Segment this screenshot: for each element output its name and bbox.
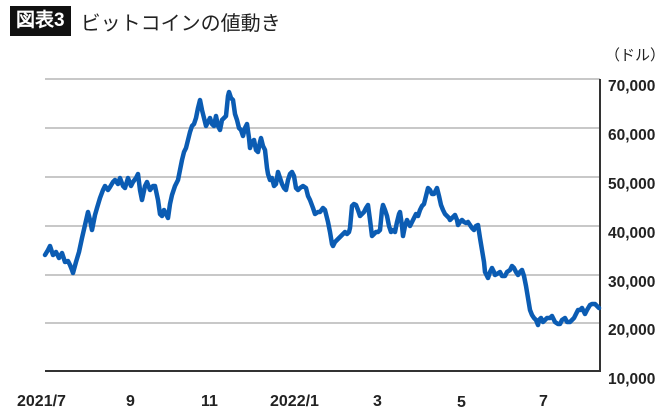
y-axis-unit-label: （ドル） [605,46,666,64]
chart-title-block: 図表3 ビットコインの値動き [10,6,281,36]
y-tick-label: 50,000 [608,176,655,193]
x-tick-label: 2021/7 [17,393,66,410]
y-tick-label: 20,000 [608,322,655,339]
y-tick-label: 70,000 [608,78,655,95]
x-tick-label: 3 [373,393,382,410]
figure-number-badge: 図表3 [10,6,71,36]
x-axis-ticks: 2021/7 9 11 2022/1 3 5 7 [17,393,548,411]
y-tick-label: 10,000 [608,371,655,388]
y-tick-label: 60,000 [608,127,655,144]
x-tick-label: 11 [201,393,218,410]
y-tick-label: 40,000 [608,225,655,242]
gridlines [45,78,600,324]
y-axis-ticks: 70,000 60,000 50,000 40,000 30,000 20,00… [608,78,655,388]
x-tick-label: 7 [539,393,548,410]
x-tick-label: 9 [126,393,135,410]
bitcoin-price-line [42,89,602,328]
x-tick-label: 2022/1 [270,393,319,410]
y-tick-label: 30,000 [608,274,655,291]
x-tick-label: 5 [457,394,466,411]
chart-title: ビットコインの値動き [80,10,281,35]
